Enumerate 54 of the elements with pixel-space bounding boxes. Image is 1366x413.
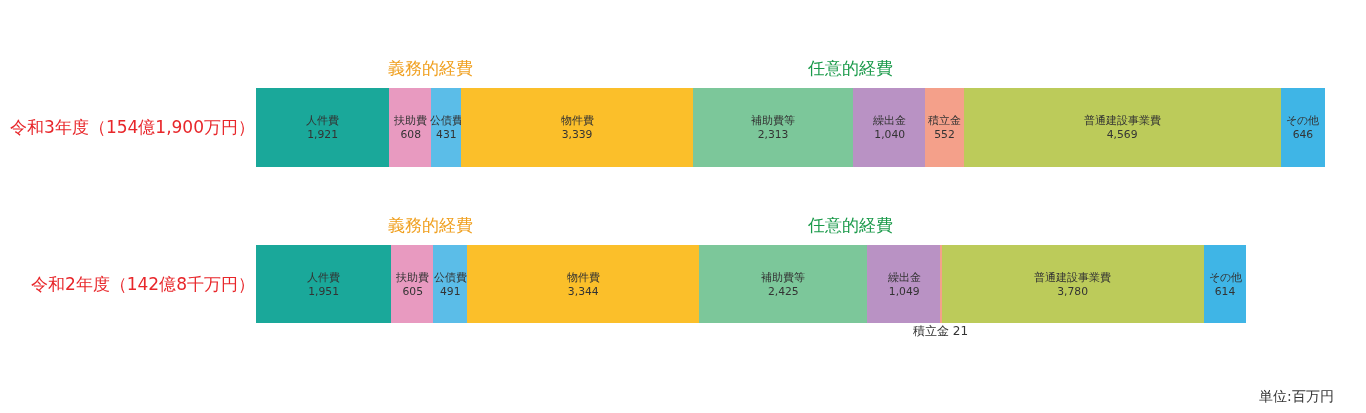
series-label: 繰出金 <box>872 114 907 128</box>
data-label: 1,049 <box>888 284 920 298</box>
bar <box>1203 244 1247 324</box>
y-tick-label: 令和3年度（154億1,900万円） <box>10 117 255 138</box>
bar <box>256 244 392 324</box>
series-label: 補助費等 <box>751 114 796 128</box>
annotation: 義務的経費 <box>388 215 473 235</box>
data-label: 2,313 <box>757 128 789 142</box>
series-label: その他 <box>1208 270 1242 284</box>
annotation: 任意的経費 <box>807 58 893 78</box>
bar <box>692 88 854 167</box>
series-label: 人件費 <box>306 114 340 128</box>
bar <box>467 244 700 324</box>
text: 積立金 21 <box>913 324 969 338</box>
bar <box>963 88 1281 167</box>
data-label: 614 <box>1214 284 1236 298</box>
data-label: 491 <box>440 284 461 298</box>
series-label: 積立金 <box>928 114 962 128</box>
text: その他 <box>1286 114 1320 128</box>
text: 普通建設事業費 <box>1034 270 1112 284</box>
bar <box>941 244 1204 324</box>
data-label: 3,344 <box>567 284 599 298</box>
bar <box>461 88 693 167</box>
series-label: 扶助費 <box>395 270 430 284</box>
data-label: 1,921 <box>307 128 338 142</box>
bar <box>925 88 964 167</box>
data-label: 4,569 <box>1106 128 1138 142</box>
data-label: 552 <box>934 128 955 142</box>
text: 補助費等 <box>761 270 806 284</box>
annotation: 任意的経費 <box>807 215 893 235</box>
data-label: 605 <box>402 284 423 298</box>
text: 扶助費 <box>394 114 428 128</box>
bar <box>853 88 926 167</box>
data-label: 3,339 <box>561 128 593 142</box>
data-label: 3,780 <box>1057 284 1089 298</box>
data-label: 646 <box>1292 128 1314 142</box>
series-label: 普通建設事業費 <box>1083 114 1161 128</box>
bar <box>699 244 868 324</box>
series-label: 公債費 <box>433 270 467 284</box>
data-label: 2,425 <box>767 284 799 298</box>
bar <box>256 88 390 167</box>
text: 人件費 <box>307 270 341 284</box>
y-tick-label: 令和2年度（142億8千万円） <box>30 273 255 294</box>
data-label: 1,951 <box>308 284 340 298</box>
text: 繰出金 <box>887 270 921 284</box>
text: 物件費 <box>566 270 600 284</box>
bar <box>867 244 941 324</box>
data-label: 431 <box>436 128 457 142</box>
annotation: 義務的経費 <box>388 58 473 78</box>
data-label: 608 <box>400 128 422 142</box>
bar <box>1280 88 1326 167</box>
series-label: 物件費 <box>560 114 594 128</box>
text: 単位:百万円 <box>1259 388 1334 404</box>
data-label: 1,040 <box>874 128 906 142</box>
